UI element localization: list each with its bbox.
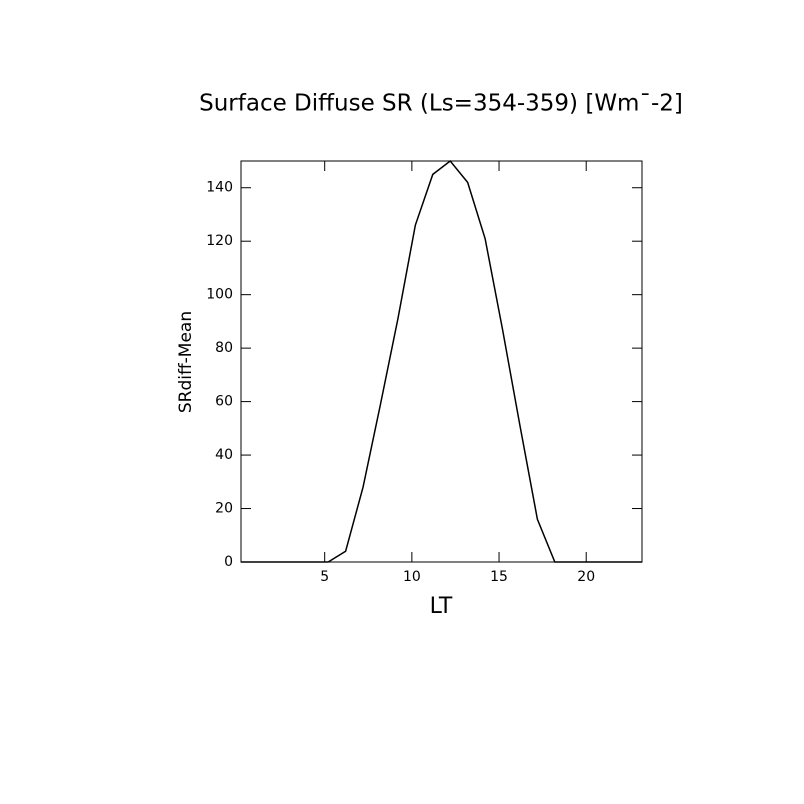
y-tick-label: 60 bbox=[215, 394, 233, 410]
x-tick-label: 5 bbox=[320, 569, 329, 585]
x-tick-label: 10 bbox=[403, 569, 421, 585]
y-tick-label: 140 bbox=[206, 180, 233, 196]
y-tick-label: 40 bbox=[215, 447, 233, 463]
x-axis-label: LT bbox=[430, 594, 453, 619]
y-axis-label: SRdiff-Mean bbox=[176, 311, 196, 413]
y-tick-label: 20 bbox=[215, 501, 233, 517]
data-line bbox=[241, 159, 642, 563]
x-tick-label: 15 bbox=[490, 569, 508, 585]
y-tick-label: 120 bbox=[206, 233, 233, 249]
y-tick-label: 80 bbox=[215, 340, 233, 356]
y-tick-label: 100 bbox=[206, 287, 233, 303]
plot-frame bbox=[240, 160, 643, 563]
chart-title: Surface Diffuse SR (Ls=354-359) [Wm¯-2] bbox=[199, 91, 683, 117]
x-tick-label: 20 bbox=[577, 569, 595, 585]
y-tick-label: 0 bbox=[224, 554, 233, 570]
